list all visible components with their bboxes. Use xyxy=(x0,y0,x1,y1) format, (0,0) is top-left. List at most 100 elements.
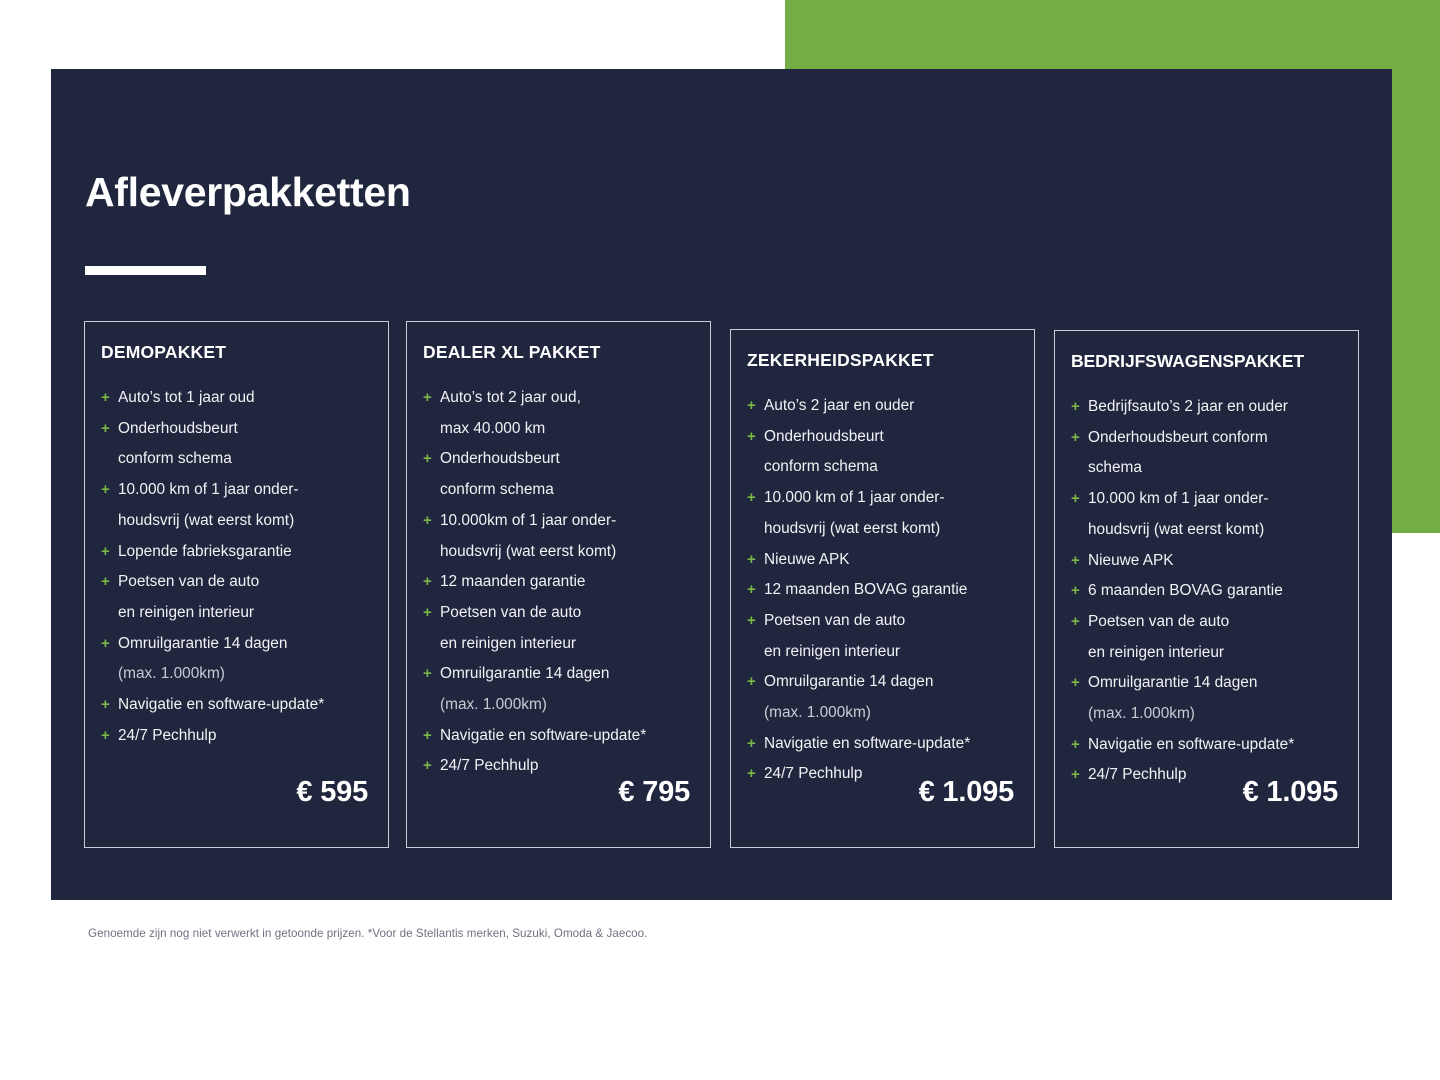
feature-label: 12 maanden BOVAG garantie xyxy=(764,581,968,599)
feature-label: Nieuwe APK xyxy=(1088,551,1174,569)
feature-item: +6 maanden BOVAG garantie xyxy=(1071,576,1338,607)
feature-label: en reinigen interieur xyxy=(440,634,577,652)
feature-item: + Auto’s tot 1 jaar oud xyxy=(101,383,368,414)
feature-item: + Auto’s 2 jaar en ouder xyxy=(747,391,1014,422)
feature-item: +10.000km of 1 jaar onder- xyxy=(423,506,690,537)
feature-item: + Navigatie en software-update* xyxy=(423,721,690,752)
feature-item: + Omruilgarantie 14 dagen xyxy=(747,667,1014,698)
feature-label: Onderhoudsbeurt conform xyxy=(1088,428,1268,446)
feature-label: Navigatie en software-update* xyxy=(764,734,971,752)
feature-label: 24/7 Pechhulp xyxy=(764,765,863,783)
plus-icon: + xyxy=(423,573,432,591)
feature-item: +10.000 km of 1 jaar onder- xyxy=(747,483,1014,514)
plus-icon: + xyxy=(101,696,110,714)
feature-item: + Lopende fabrieksgarantie xyxy=(101,537,368,568)
package-feature-list: + Auto’s 2 jaar en ouder + Onderhoudsbeurt c… xyxy=(747,391,1014,790)
feature-label: houdsvrij (wat eerst komt) xyxy=(118,511,295,529)
feature-label: max 40.000 km xyxy=(440,419,546,437)
feature-label: Omruilgarantie 14 dagen xyxy=(1088,674,1258,692)
feature-label: houdsvrij (wat eerst komt) xyxy=(764,519,941,537)
feature-label: Onderhoudsbeurt xyxy=(440,450,560,468)
feature-item: +12 maanden garantie xyxy=(423,567,690,598)
package-card-title: DEALER XL PAKKET xyxy=(423,342,601,362)
plus-icon: + xyxy=(423,757,432,775)
feature-item: + Onderhoudsbeurt conform xyxy=(1071,423,1338,454)
package-card-title: DEMOPAKKET xyxy=(101,342,227,362)
feature-item: + Nieuwe APK xyxy=(747,545,1014,576)
feature-item: +24/7 Pechhulp xyxy=(101,721,368,752)
feature-item: + Poetsen van de auto xyxy=(423,598,690,629)
package-card[interactable]: DEMOPAKKET + Auto’s tot 1 jaar oud + Onderho… xyxy=(84,321,389,848)
feature-item-continuation: conform schema xyxy=(747,452,1014,483)
title-underline-rule xyxy=(85,266,206,275)
feature-item-continuation: schema xyxy=(1071,453,1338,484)
feature-item: + Onderhoudsbeurt xyxy=(101,414,368,445)
feature-item: + Poetsen van de auto xyxy=(1071,607,1338,638)
feature-label: 10.000 km of 1 jaar onder- xyxy=(764,489,945,507)
feature-label: (max. 1.000km) xyxy=(1088,705,1195,723)
feature-item: +10.000 km of 1 jaar onder- xyxy=(101,475,368,506)
plus-icon: + xyxy=(747,427,756,445)
feature-item-continuation: houdsvrij (wat eerst komt) xyxy=(747,514,1014,545)
feature-item: + Omruilgarantie 14 dagen xyxy=(1071,668,1338,699)
feature-item-continuation: houdsvrij (wat eerst komt) xyxy=(101,506,368,537)
feature-item-continuation: houdsvrij (wat eerst komt) xyxy=(1071,515,1338,546)
page-title: Afleverpakketten xyxy=(85,169,411,215)
feature-label: 10.000km of 1 jaar onder- xyxy=(440,511,617,529)
feature-label: en reinigen interieur xyxy=(764,642,901,660)
plus-icon: + xyxy=(1071,582,1080,600)
package-card[interactable]: ZEKERHEIDSPAKKET + Auto’s 2 jaar en ouder +… xyxy=(730,329,1035,848)
plus-icon: + xyxy=(101,481,110,499)
feature-label: 12 maanden garantie xyxy=(440,573,586,591)
feature-label: (max. 1.000km) xyxy=(118,665,225,683)
feature-label: houdsvrij (wat eerst komt) xyxy=(1088,520,1265,538)
feature-label: Navigatie en software-update* xyxy=(118,696,325,714)
feature-label: Omruilgarantie 14 dagen xyxy=(440,665,610,683)
feature-item-continuation: en reinigen interieur xyxy=(1071,638,1338,669)
plus-icon: + xyxy=(747,397,756,414)
plus-icon: + xyxy=(101,634,110,652)
feature-label: schema xyxy=(1088,459,1142,477)
feature-item: + Poetsen van de auto xyxy=(101,567,368,598)
package-card[interactable]: DEALER XL PAKKET + Auto’s tot 2 jaar oud, m… xyxy=(406,321,711,848)
feature-label: Poetsen van de auto xyxy=(118,573,260,591)
feature-label: Navigatie en software-update* xyxy=(440,726,647,744)
package-price: € 1.095 xyxy=(1242,776,1339,808)
plus-icon: + xyxy=(423,726,432,744)
feature-item-continuation: (max. 1.000km) xyxy=(747,698,1014,729)
feature-item: + Poetsen van de auto xyxy=(747,606,1014,637)
plus-icon: + xyxy=(1071,674,1080,692)
feature-label: 10.000 km of 1 jaar onder- xyxy=(1088,490,1269,508)
package-feature-list: + Auto’s tot 1 jaar oud + Onderhoudsbeurt co… xyxy=(101,383,368,751)
feature-label: en reinigen interieur xyxy=(1088,643,1225,661)
plus-icon: + xyxy=(747,550,756,568)
panel-inner: Afleverpakketten DEMOPAKKET + Auto’s tot 1… xyxy=(51,69,1392,900)
feature-item: + Onderhoudsbeurt xyxy=(747,422,1014,453)
feature-item: + Auto’s tot 2 jaar oud, xyxy=(423,383,690,414)
feature-item: + Navigatie en software-update* xyxy=(101,690,368,721)
plus-icon: + xyxy=(101,573,110,591)
feature-item-continuation: (max. 1.000km) xyxy=(423,690,690,721)
feature-label: Auto’s 2 jaar en ouder xyxy=(764,397,915,414)
feature-label: Poetsen van de auto xyxy=(764,611,906,629)
feature-label: conform schema xyxy=(764,458,878,476)
feature-label: Navigatie en software-update* xyxy=(1088,735,1295,753)
feature-item: + Omruilgarantie 14 dagen xyxy=(101,629,368,660)
package-price: € 1.095 xyxy=(918,776,1015,808)
feature-item-continuation: conform schema xyxy=(423,475,690,506)
package-card[interactable]: BEDRIJFSWAGENSPAKKET + Bedrijfsauto’s 2 ja… xyxy=(1054,330,1359,848)
feature-item-continuation: (max. 1.000km) xyxy=(101,659,368,690)
package-feature-list: + Auto’s tot 2 jaar oud, max 40.000 km + Ond… xyxy=(423,383,690,782)
plus-icon: + xyxy=(1071,490,1080,508)
plus-icon: + xyxy=(423,511,432,529)
plus-icon: + xyxy=(423,450,432,468)
footnote-disclaimer: Genoemde zijn nog niet verwerkt in getoo… xyxy=(88,927,648,940)
feature-label: Auto’s tot 1 jaar oud xyxy=(118,389,255,406)
feature-item: +12 maanden BOVAG garantie xyxy=(747,575,1014,606)
plus-icon: + xyxy=(423,389,432,406)
feature-label: 10.000 km of 1 jaar onder- xyxy=(118,481,299,499)
feature-item: + Omruilgarantie 14 dagen xyxy=(423,659,690,690)
feature-item: + Onderhoudsbeurt xyxy=(423,444,690,475)
plus-icon: + xyxy=(1071,398,1080,415)
feature-label: 24/7 Pechhulp xyxy=(1088,766,1187,784)
